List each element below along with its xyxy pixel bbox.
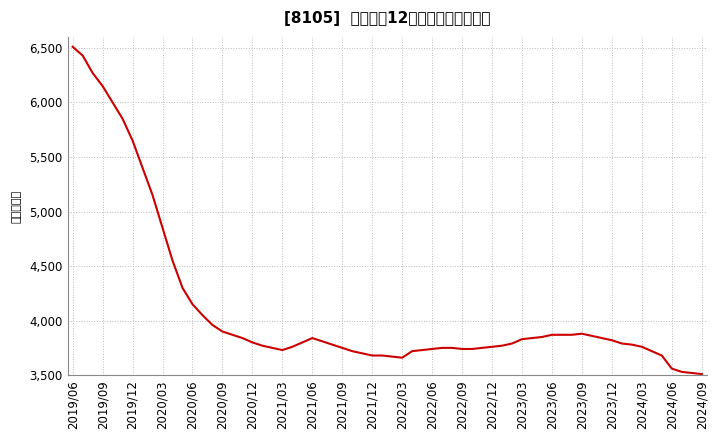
Title: [8105]  売上高の12か月移動合計の推移: [8105] 売上高の12か月移動合計の推移 — [284, 11, 490, 26]
Y-axis label: （百万円）: （百万円） — [11, 190, 21, 223]
